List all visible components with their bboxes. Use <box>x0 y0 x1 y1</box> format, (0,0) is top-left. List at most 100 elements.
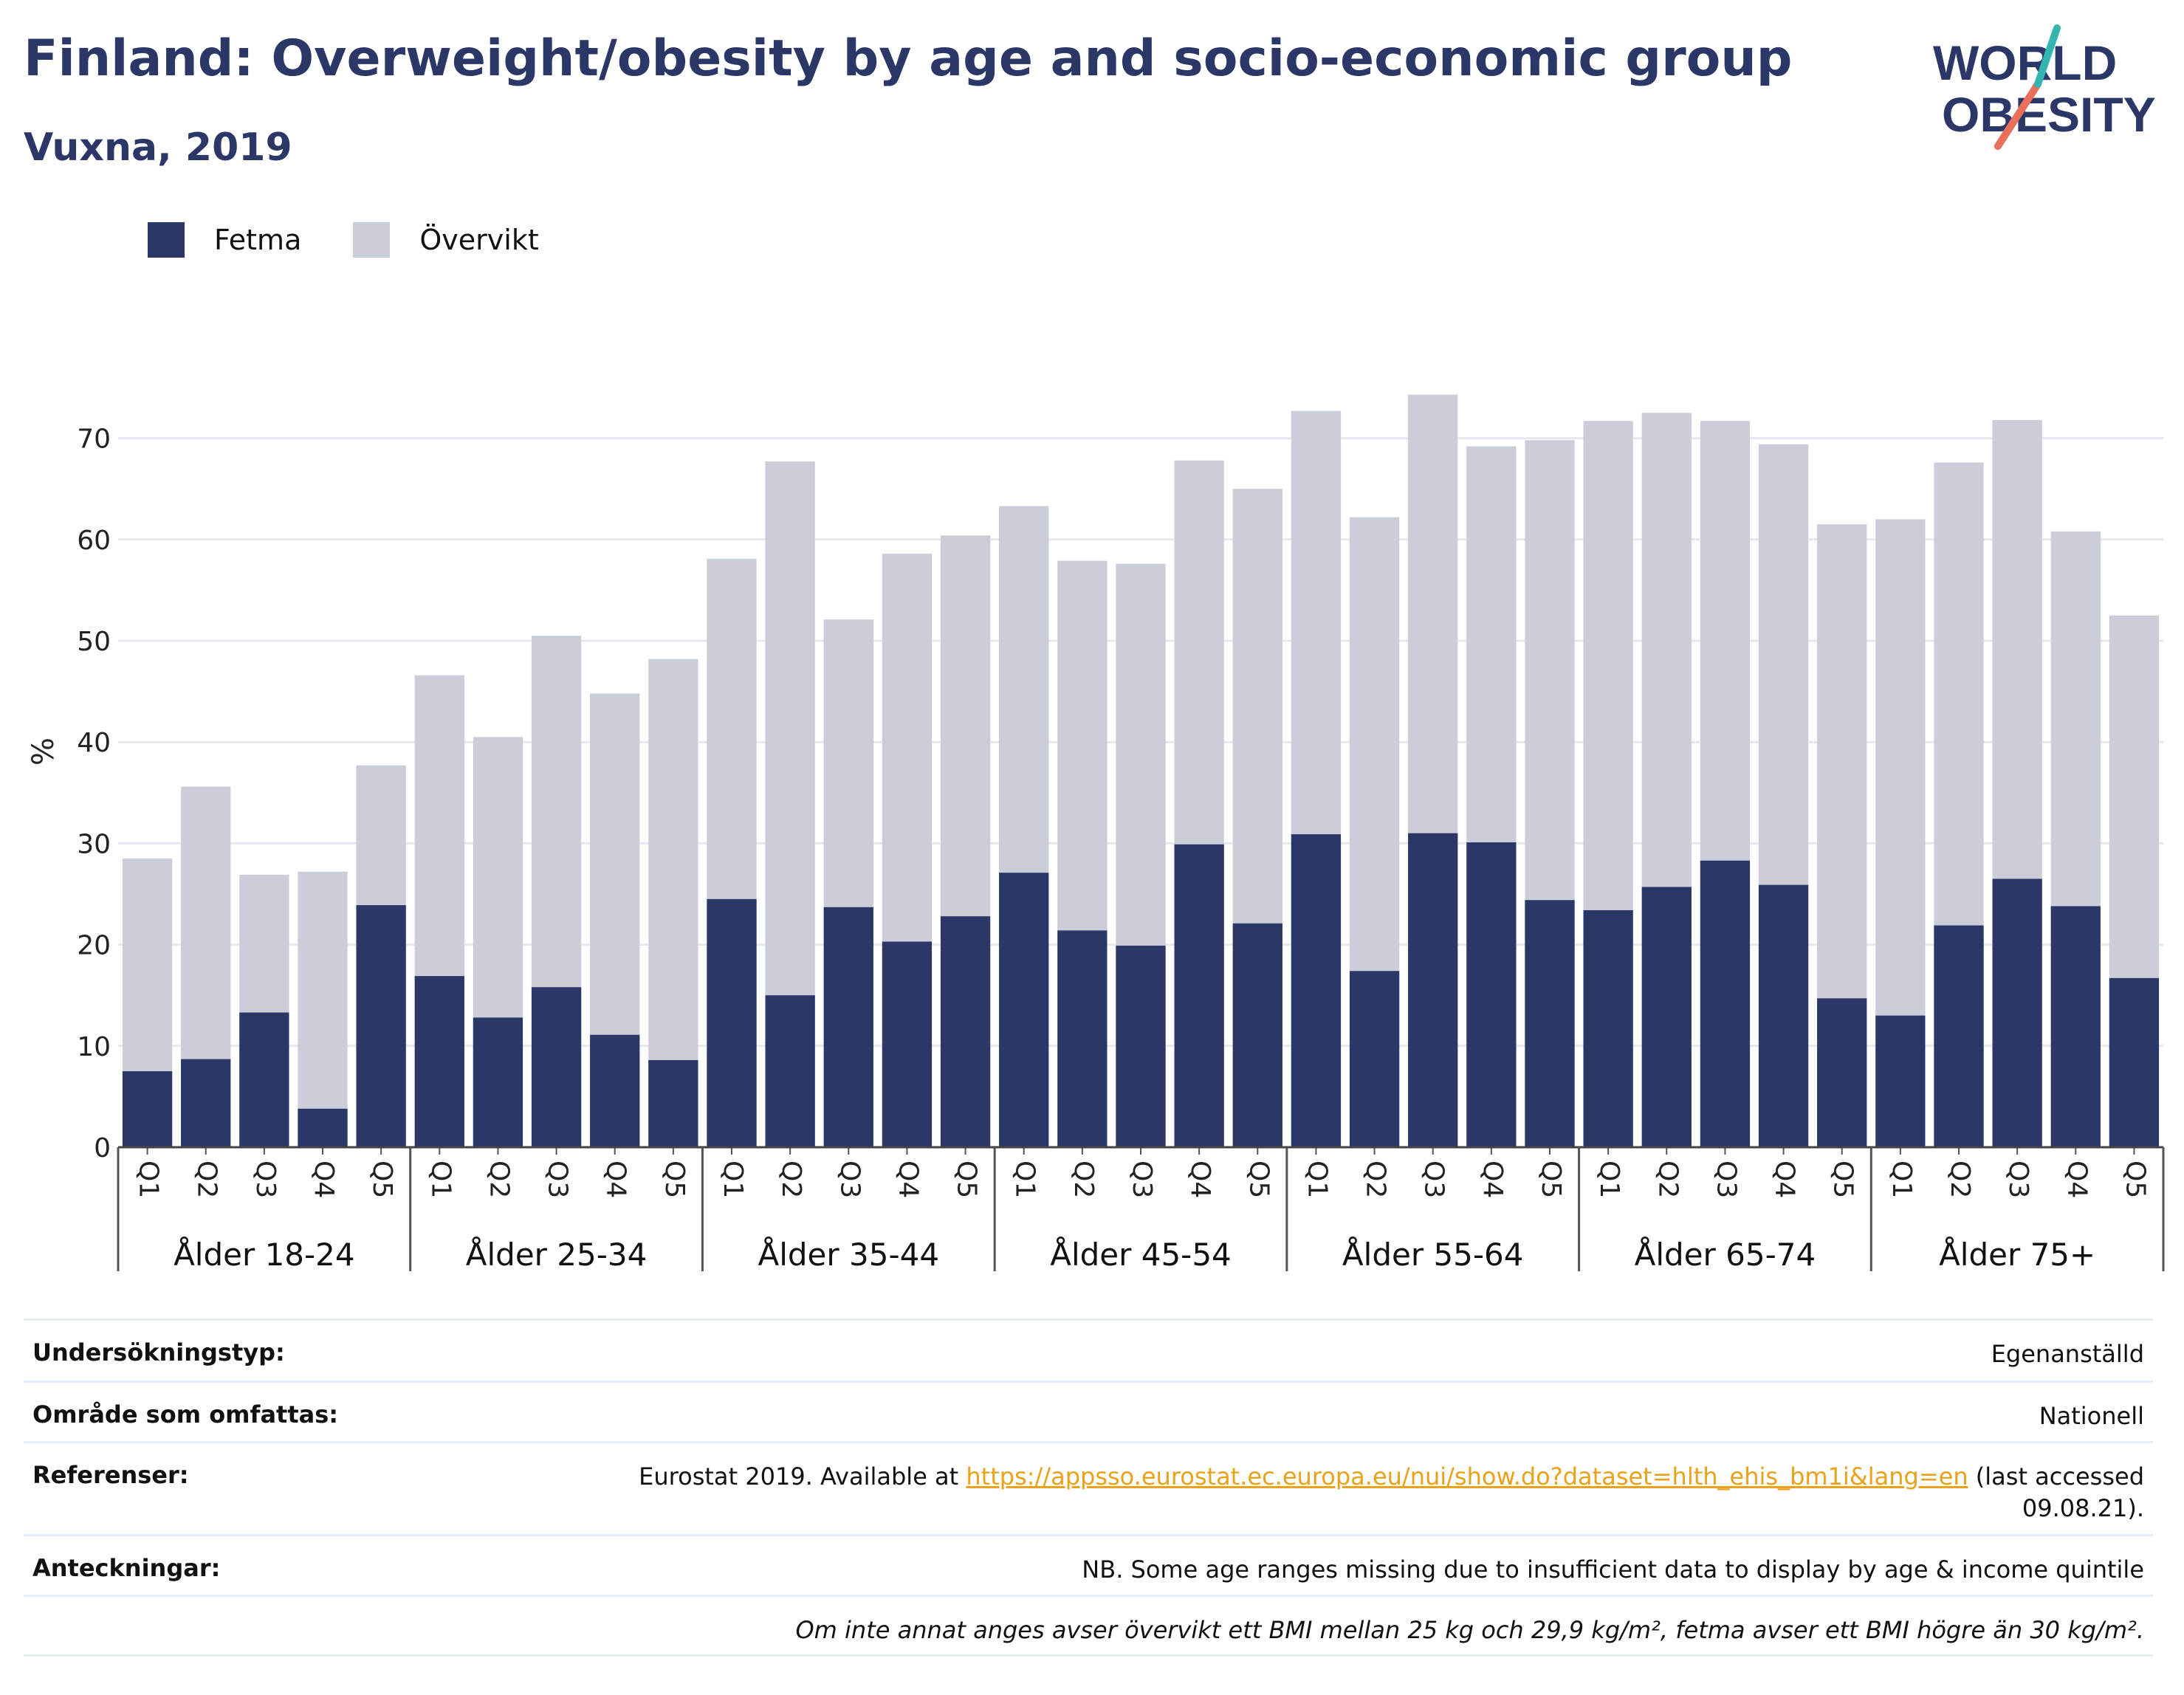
x-tick-label: Q5 <box>367 1161 397 1198</box>
y-tick-label-20: 20 <box>77 931 111 961</box>
notes-label: Anteckningar: <box>32 1554 221 1582</box>
x-tick-label: Q1 <box>1594 1161 1624 1198</box>
bar-fetma-7-q2 <box>1934 925 1984 1147</box>
y-tick-label-40: 40 <box>77 728 111 758</box>
bar-chart: 0 10 20 30 40 50 60 70% Q1 Q2 Q3 Q4 Q5 Q1 Q2 Q3 Q4 Q5 Q1 Q2… <box>27 394 2165 1273</box>
x-tick-label: Q5 <box>1828 1161 1858 1198</box>
survey-type-label: Undersökningstyp: <box>32 1338 285 1366</box>
area-covered-value: Nationell <box>2039 1402 2144 1430</box>
x-tick-label: Q4 <box>601 1161 631 1198</box>
x-tick-label: Q3 <box>250 1161 281 1198</box>
bar-fetma-5-q5 <box>1525 900 1575 1147</box>
bar-fetma-1-q3 <box>239 1012 289 1147</box>
x-tick-label: Q3 <box>1711 1161 1741 1198</box>
x-tick-label: Q1 <box>425 1161 456 1198</box>
y-tick-label-10: 10 <box>77 1032 111 1062</box>
legend-item-fetma[interactable]: Fetma <box>148 222 301 258</box>
bar-fetma-2-q5 <box>648 1060 698 1147</box>
info-row-area: Område som omfattas: Nationell <box>24 1381 2153 1441</box>
bar-fetma-7-q5 <box>2109 977 2160 1147</box>
references-suffix: (last accessed <box>1968 1462 2144 1491</box>
bar-fetma-4-q1 <box>999 873 1049 1147</box>
bar-fetma-5-q2 <box>1349 971 1400 1147</box>
bar-fetma-7-q4 <box>2050 906 2101 1147</box>
bar-fetma-7-q1 <box>1875 1015 1926 1147</box>
eurostat-link[interactable]: https://appsso.eurostat.ec.europa.eu/nui… <box>966 1462 1968 1491</box>
group-label: Ålder 75+ <box>1939 1236 2095 1273</box>
group-label: Ålder 35-44 <box>758 1236 940 1273</box>
notes-value: NB. Some age ranges missing due to insuf… <box>1082 1555 2144 1584</box>
bar-fetma-4-q3 <box>1116 945 1166 1147</box>
bar-fetma-4-q2 <box>1057 930 1108 1147</box>
references-prefix: Eurostat 2019. Available at <box>639 1462 966 1491</box>
bar-fetma-1-q1 <box>122 1071 173 1147</box>
bar-fetma-4-q5 <box>1232 923 1282 1147</box>
bar-fetma-4-q4 <box>1174 844 1224 1147</box>
info-table: Undersökningstyp: Egenanställd Område so… <box>24 1318 2153 1657</box>
group-label: Ålder 25-34 <box>466 1236 648 1273</box>
x-tick-label: Q2 <box>1068 1161 1099 1198</box>
x-tick-label: Q2 <box>776 1161 806 1198</box>
logo-word-obesity: OBESITY <box>1942 87 2156 142</box>
x-tick-label: Q2 <box>192 1161 222 1198</box>
x-tick-label: Q4 <box>309 1161 339 1198</box>
bar-fetma-3-q1 <box>707 898 757 1147</box>
bar-fetma-7-q3 <box>1992 879 2042 1147</box>
x-tick-label: Q5 <box>952 1161 982 1198</box>
chart-title: Finland: Overweight/obesity by age and s… <box>24 30 1793 88</box>
legend-swatch-overvikt <box>353 222 391 258</box>
y-tick-label-0: 0 <box>94 1133 111 1163</box>
x-tick-label: Q3 <box>834 1161 865 1198</box>
x-tick-label: Q4 <box>1770 1161 1800 1198</box>
x-tick-label: Q5 <box>1536 1161 1566 1198</box>
x-tick-label: Q3 <box>1127 1161 1157 1198</box>
bar-fetma-1-q2 <box>181 1059 231 1147</box>
x-tick-label: Q1 <box>718 1161 748 1198</box>
group-label: Ålder 55-64 <box>1342 1236 1524 1273</box>
group-label: Ålder 45-54 <box>1050 1236 1232 1273</box>
x-tick-label: Q4 <box>2061 1161 2092 1198</box>
references-value: Eurostat 2019. Available at https://apps… <box>639 1461 2144 1524</box>
bar-fetma-6-q4 <box>1758 884 1809 1147</box>
bar-fetma-2-q2 <box>473 1017 523 1147</box>
chart-subtitle: Vuxna, 2019 <box>24 126 292 170</box>
x-tick-label: Q1 <box>1302 1161 1332 1198</box>
y-tick-label-30: 30 <box>77 829 111 859</box>
y-tick-label-60: 60 <box>77 526 111 556</box>
bar-fetma-2-q1 <box>414 976 464 1147</box>
bar-fetma-2-q3 <box>531 987 582 1147</box>
group-label: Ålder 18-24 <box>174 1236 355 1273</box>
x-tick-label: Q5 <box>2120 1161 2150 1198</box>
x-tick-label: Q5 <box>659 1161 690 1198</box>
x-tick-label: Q1 <box>134 1161 164 1198</box>
logo-slash-upper <box>2034 24 2061 88</box>
bar-overvikt-1-q4 <box>298 871 348 1147</box>
info-row-survey: Undersökningstyp: Egenanställd <box>24 1318 2153 1381</box>
legend-item-overvikt[interactable]: Övervikt <box>353 222 539 258</box>
x-tick-label: Q2 <box>1361 1161 1391 1198</box>
area-covered-label: Område som omfattas: <box>32 1400 339 1428</box>
bar-fetma-5-q3 <box>1408 833 1458 1147</box>
info-row-definition: Om inte annat anges avser övervikt ett B… <box>24 1595 2153 1657</box>
x-tick-label: Q2 <box>484 1161 514 1198</box>
logo-word-world: WORLD <box>1933 35 2117 90</box>
legend-swatch-fetma <box>148 222 185 258</box>
bar-fetma-6-q1 <box>1583 910 1633 1147</box>
references-accessed-date: 09.08.21). <box>2022 1494 2144 1523</box>
x-tick-label: Q2 <box>1652 1161 1683 1198</box>
x-tick-label: Q3 <box>543 1161 573 1198</box>
info-row-notes: Anteckningar: NB. Some age ranges missin… <box>24 1534 2153 1595</box>
bar-fetma-1-q5 <box>356 905 406 1147</box>
info-row-references: Referenser: Eurostat 2019. Available at … <box>24 1441 2153 1534</box>
bar-fetma-3-q2 <box>765 995 815 1147</box>
survey-type-value: Egenanställd <box>1991 1340 2144 1368</box>
x-tick-label: Q1 <box>1010 1161 1040 1198</box>
x-tick-label: Q4 <box>893 1161 923 1198</box>
legend-label-fetma: Fetma <box>214 224 302 256</box>
bar-fetma-5-q4 <box>1466 842 1517 1147</box>
chart-legend: Fetma Övervikt <box>148 221 591 258</box>
bar-fetma-5-q1 <box>1291 834 1342 1147</box>
x-tick-label: Q2 <box>1945 1161 1975 1198</box>
legend-label-overvikt: Övervikt <box>419 224 539 256</box>
world-obesity-logo: WORLD OBESITY <box>1933 24 2156 150</box>
